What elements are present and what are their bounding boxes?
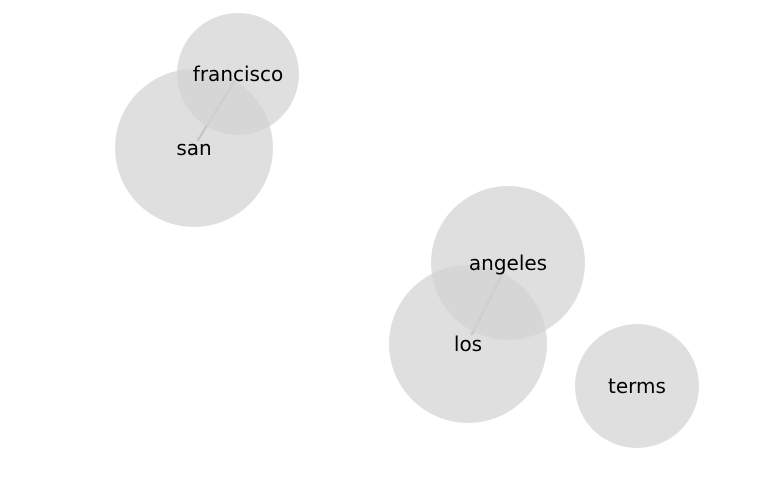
circles-layer xyxy=(115,13,699,448)
labels-layer: francisco san angeles los terms xyxy=(176,62,666,398)
node-label-francisco: francisco xyxy=(193,62,283,86)
node-circle-san xyxy=(115,69,273,227)
node-label-los: los xyxy=(454,332,482,356)
node-label-terms: terms xyxy=(608,374,666,398)
node-circle-los xyxy=(389,265,547,423)
node-label-san: san xyxy=(176,136,211,160)
node-label-angeles: angeles xyxy=(469,251,547,275)
node-circle-terms xyxy=(575,324,699,448)
